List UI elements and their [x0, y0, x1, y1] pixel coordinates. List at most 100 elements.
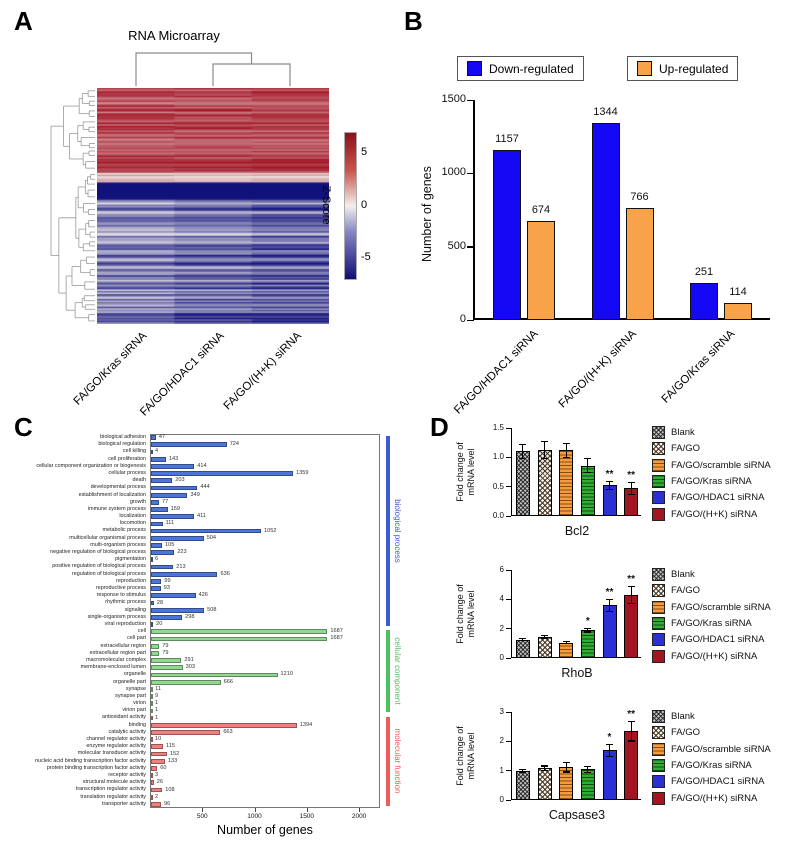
axis-tick — [467, 319, 474, 321]
error-bar-cap — [541, 770, 548, 772]
bar-value-label: 251 — [694, 266, 714, 279]
bar — [151, 744, 164, 750]
colorbar-tick-low: -5 — [361, 251, 371, 263]
axis-tick-label: 4 — [499, 594, 504, 604]
bar-value-label: 93 — [163, 585, 170, 592]
bar — [493, 150, 521, 320]
colorbar — [344, 132, 357, 280]
panel-label-a: A — [14, 6, 33, 36]
chart-title: Capsase3 — [548, 808, 606, 822]
error-bar-cap — [606, 743, 613, 745]
bar-value-label: 10 — [155, 736, 162, 743]
error-bar-cap — [562, 456, 570, 459]
legend-label-up: Up-regulated — [659, 61, 729, 76]
axis-tick — [254, 808, 256, 812]
bar-value-label: 60 — [160, 764, 167, 771]
error-bar-cap — [584, 765, 592, 767]
bar — [515, 639, 530, 658]
go-term-label: rhythmic process — [105, 599, 146, 606]
bar — [624, 594, 639, 658]
bar — [515, 451, 530, 516]
go-term-label: localization — [119, 513, 146, 520]
axis-tick — [506, 515, 511, 517]
go-term-label: binding — [128, 721, 146, 728]
bar-value-label: 133 — [167, 757, 178, 764]
bar — [151, 751, 167, 757]
bar — [151, 442, 227, 448]
error-bar-cap — [541, 765, 548, 767]
bar — [151, 622, 154, 627]
go-term-label: biological adhesion — [100, 433, 146, 440]
bar — [151, 485, 198, 491]
colorbar-tick-mid: 0 — [361, 199, 368, 211]
x-axis-label: Number of genes — [217, 823, 313, 837]
error-bar-cap — [541, 457, 548, 459]
legend-swatch-icon — [652, 568, 665, 581]
go-term-label: protein binding transcription factor act… — [46, 764, 146, 771]
legend-label: Blank — [671, 711, 695, 722]
legend-swatch-icon — [652, 442, 665, 456]
bar — [151, 463, 195, 469]
legend-swatch-icon — [652, 507, 665, 521]
error-bar — [543, 765, 546, 772]
bar — [690, 283, 718, 320]
bar-value-label: 1 — [155, 700, 159, 707]
axis-tick-label: 6 — [499, 565, 504, 574]
bar — [151, 564, 174, 570]
go-term-label: extracellular region part — [89, 649, 146, 656]
axis-label-line1: Fold change of — [455, 726, 465, 786]
error-bar-cap — [562, 761, 570, 764]
significance-label: * — [607, 731, 612, 743]
legend-label: FA/GO/HDAC1 siRNA — [671, 776, 765, 788]
axis-tick — [506, 486, 511, 488]
axis-label: Fold change of mRNA level — [455, 428, 476, 516]
axis-tick-label: 500 — [196, 813, 208, 820]
bar — [602, 750, 617, 800]
axis-tick — [202, 808, 204, 812]
bar-value-label: 724 — [229, 441, 240, 448]
bar — [151, 643, 160, 649]
legend-swatch-icon — [652, 758, 665, 772]
bar — [151, 579, 162, 584]
bar-value-label: 298 — [185, 613, 195, 620]
axes — [510, 570, 641, 658]
bar-value-label: 159 — [170, 506, 180, 513]
bar-value-label: 444 — [200, 484, 210, 491]
go-term-label: virion — [133, 700, 146, 707]
bar — [151, 571, 218, 577]
bar — [151, 586, 161, 592]
bar — [151, 435, 156, 440]
bar — [151, 794, 153, 800]
error-bar — [565, 442, 567, 458]
legend-up-regulated: Up-regulated — [627, 56, 739, 81]
bar-value-label: 143 — [168, 455, 179, 462]
legend-label: FA/GO — [671, 585, 701, 597]
bar — [151, 737, 153, 743]
row-dendrogram-icon — [50, 90, 95, 322]
error-bar-cap — [606, 610, 613, 612]
axis-tick-label: 1500 — [441, 93, 466, 105]
go-term-label: structural molecule activity — [82, 779, 146, 786]
axis-tick — [506, 598, 511, 601]
go-term-label: viral reproduction — [104, 620, 146, 627]
go-term-label: pigmentation — [115, 556, 146, 563]
bar-value-label: 291 — [184, 657, 194, 664]
axis-tick-label: 0 — [499, 795, 504, 804]
bar-value-label: 99 — [164, 577, 171, 584]
error-bar-cap — [562, 771, 570, 773]
bar-value-label: 77 — [162, 498, 169, 505]
bar — [151, 478, 173, 484]
legend-down-regulated: Down-regulated — [457, 56, 584, 81]
bar-value-label: 4 — [155, 448, 159, 455]
bar-value-label: 1 — [155, 714, 159, 721]
bar-value-label: 108 — [165, 786, 175, 793]
go-term-label: translation regulator activity — [80, 793, 146, 800]
go-term-label: negative regulation of biological proces… — [50, 549, 146, 556]
go-term-label: membrane-enclosed lumen — [80, 664, 146, 671]
error-bar-cap — [519, 443, 527, 446]
go-term-label: channel regulator activity — [86, 736, 146, 743]
axes — [510, 428, 641, 516]
bar — [151, 802, 162, 807]
